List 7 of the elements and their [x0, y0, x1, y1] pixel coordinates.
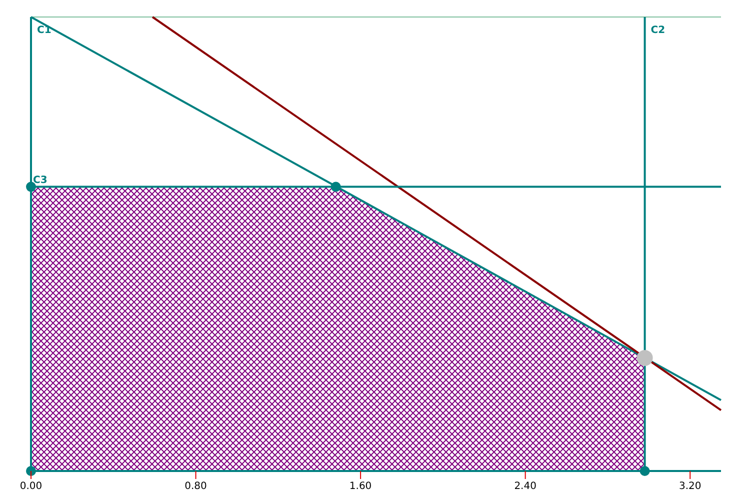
x-tick-label: 1.60	[349, 481, 372, 492]
series-label: C2	[650, 25, 666, 36]
series-label: C3	[33, 174, 48, 186]
x-tick-label: 3.20	[678, 481, 702, 492]
x-tick-label: 0.80	[184, 481, 207, 492]
x-tick-label: 2.40	[514, 481, 536, 492]
x-tick-label: 0.00	[20, 481, 42, 492]
